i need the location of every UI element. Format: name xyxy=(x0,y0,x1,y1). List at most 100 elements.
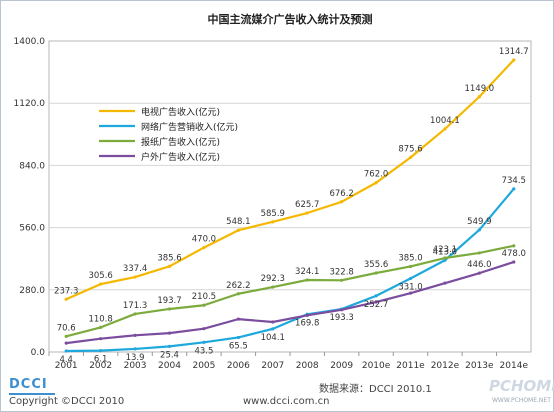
data-label: 385.0 xyxy=(398,253,422,263)
data-point xyxy=(340,200,344,204)
data-label: 548.1 xyxy=(226,217,250,227)
data-label: 13.9 xyxy=(126,353,145,363)
data-point xyxy=(202,327,206,331)
series-line xyxy=(65,260,515,345)
data-label: 110.8 xyxy=(88,314,112,324)
x-tick-label: 2005 xyxy=(192,361,215,371)
series-line xyxy=(65,187,515,353)
x-tick-label: 2006 xyxy=(227,361,250,371)
y-tick-label: 0.0 xyxy=(31,348,46,358)
data-point xyxy=(374,181,378,185)
data-point xyxy=(408,291,413,295)
data-label: 1004.1 xyxy=(430,116,460,126)
watermark-subtext: WWW.PCHOME.NET xyxy=(492,397,551,404)
data-label: 305.6 xyxy=(88,271,112,281)
data-point xyxy=(512,244,516,248)
data-point xyxy=(408,264,413,269)
data-label: 676.2 xyxy=(329,189,353,199)
data-point xyxy=(443,258,447,262)
data-point xyxy=(64,297,68,301)
data-label: 169.8 xyxy=(295,318,319,328)
data-point xyxy=(305,211,309,215)
data-point xyxy=(202,245,206,250)
x-tick-label: 2001 xyxy=(55,361,78,371)
source-text: 数据来源：DCCI 2010.1 xyxy=(319,384,432,395)
legend-label: 网络广告营销收入(亿元) xyxy=(141,121,238,133)
data-point xyxy=(477,95,481,99)
data-label: 252.7 xyxy=(364,300,388,310)
legend-label: 报纸广告收入(亿元) xyxy=(141,136,220,148)
data-point xyxy=(236,228,240,232)
data-point xyxy=(64,341,68,345)
data-point xyxy=(271,285,275,289)
x-tick-label: 2010e xyxy=(362,361,391,371)
data-point xyxy=(443,127,447,131)
data-point xyxy=(167,307,172,311)
data-label: 478.0 xyxy=(502,249,526,259)
data-point xyxy=(202,303,206,307)
data-label: 355.6 xyxy=(364,260,388,270)
data-point xyxy=(340,308,344,312)
data-point xyxy=(202,340,206,344)
y-tick-label: 1120.0 xyxy=(14,99,46,109)
website-text: www.dcci.com.cn xyxy=(243,396,330,407)
y-tick-label: 1400.0 xyxy=(14,37,46,47)
data-label: 193.7 xyxy=(157,296,181,306)
data-point xyxy=(305,313,309,317)
series-line xyxy=(65,244,515,338)
y-tick-label: 840.0 xyxy=(19,161,45,171)
data-point xyxy=(408,155,413,160)
data-point xyxy=(408,276,413,281)
x-tick-label: 2002 xyxy=(89,361,112,371)
data-label: 423.1 xyxy=(433,245,457,255)
data-point xyxy=(133,333,137,337)
data-point xyxy=(167,344,172,348)
watermark-text: PCHOME xyxy=(489,377,554,395)
data-label: 210.5 xyxy=(192,292,216,302)
data-point xyxy=(133,275,137,279)
data-point xyxy=(236,292,240,296)
data-label: 470.0 xyxy=(192,235,216,245)
x-tick-label: 2008 xyxy=(296,361,319,371)
data-point xyxy=(271,220,275,224)
data-point xyxy=(133,312,137,316)
data-label: 237.3 xyxy=(54,286,78,296)
data-label: 413.0 xyxy=(433,247,457,257)
plot-area xyxy=(48,40,532,353)
data-point xyxy=(167,264,172,268)
data-point xyxy=(374,300,378,304)
data-point xyxy=(477,271,481,275)
data-point xyxy=(271,327,275,331)
x-tick-label: 2013e xyxy=(465,361,494,371)
y-tick-label: 560.0 xyxy=(19,224,45,234)
data-label: 6.1 xyxy=(94,355,108,365)
data-point xyxy=(305,278,309,282)
data-label: 1149.0 xyxy=(464,84,494,94)
data-point xyxy=(512,260,516,264)
data-label: 625.7 xyxy=(295,200,319,210)
data-label: 171.3 xyxy=(123,301,147,311)
legend-label: 电视广告收入(亿元) xyxy=(141,106,220,118)
data-label: 322.8 xyxy=(329,267,353,277)
dcci-logo: DCCI xyxy=(9,377,48,392)
data-label: 337.4 xyxy=(123,264,147,274)
data-label: 262.2 xyxy=(226,281,250,291)
data-point xyxy=(236,317,240,321)
data-point xyxy=(374,294,378,298)
chart-title: 中国主流媒介广告收入统计及预测 xyxy=(208,12,373,26)
data-point xyxy=(64,349,68,353)
data-point xyxy=(99,337,103,341)
data-label: 385.6 xyxy=(157,253,181,263)
data-point xyxy=(374,271,378,275)
series-line xyxy=(65,58,515,301)
x-tick-label: 2009 xyxy=(330,361,353,371)
data-label: 25.4 xyxy=(160,350,179,360)
y-tick-label: 280.0 xyxy=(19,286,45,296)
data-label: 1314.7 xyxy=(499,47,529,57)
data-point xyxy=(133,347,137,351)
data-label: 549.9 xyxy=(467,217,491,227)
data-label: 193.3 xyxy=(329,313,353,323)
data-label: 331.0 xyxy=(398,282,422,292)
x-tick-label: 2011e xyxy=(396,361,425,371)
